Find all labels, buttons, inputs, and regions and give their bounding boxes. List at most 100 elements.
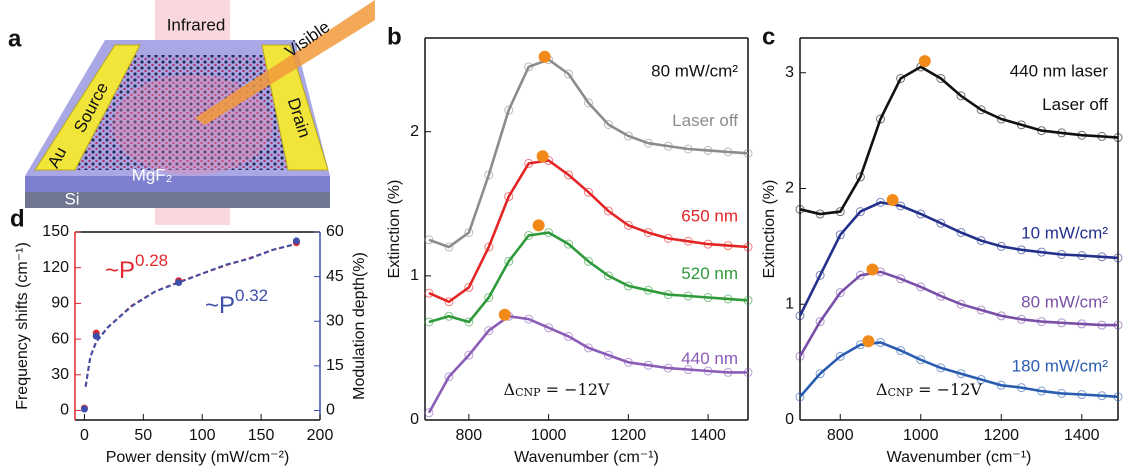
data-point [703, 366, 713, 376]
panel-label: d [10, 205, 25, 232]
data-point [464, 228, 474, 238]
data-point [643, 228, 653, 238]
data-point [703, 239, 713, 249]
y2-tick-label: 15 [326, 357, 344, 374]
data-point [444, 311, 454, 321]
data-point [703, 145, 713, 155]
fit-exponent: 0.32 [235, 286, 268, 305]
data-point [484, 170, 494, 180]
x-tick-label: 150 [248, 427, 275, 444]
data-point [583, 98, 593, 108]
y-axis-label: Extinction (%) [386, 180, 403, 279]
device-illustration: a Infrared Visible Source Au Drain MgF₂ … [8, 0, 375, 225]
x-tick-label: 0 [80, 427, 89, 444]
delta-part: = −12V [541, 380, 610, 399]
series-label: Laser off [672, 111, 738, 130]
data-point [424, 408, 434, 418]
data-point [1113, 253, 1123, 263]
y2-tick-label: 60 [326, 223, 344, 240]
panel-label: c [762, 23, 775, 50]
series-label: 180 mW/cm² [1012, 356, 1109, 375]
series-label: Laser off [1042, 95, 1108, 114]
data-point [956, 369, 966, 379]
data-point [92, 332, 100, 340]
data-point [896, 74, 906, 84]
x-tick-label: 1200 [983, 427, 1019, 444]
y-tick-label: 1 [410, 267, 419, 284]
y-tick-label: 0 [785, 411, 794, 428]
annotation: 440 nm laser [1010, 61, 1109, 80]
peak-marker [866, 263, 879, 276]
data-point [723, 147, 733, 157]
y-axis-label: Frequency shifts (cm⁻¹) [14, 242, 31, 410]
data-point [996, 114, 1006, 124]
data-point [1016, 120, 1026, 130]
data-point [976, 374, 986, 384]
y-tick-label: 0 [410, 411, 419, 428]
data-point [663, 290, 673, 300]
data-point [1077, 390, 1087, 400]
data-point [424, 235, 434, 245]
y-tick-label: 60 [51, 330, 69, 347]
data-point [603, 119, 613, 129]
series-label: 80 mW/cm² [1021, 293, 1108, 312]
fit-annotation: ~P0.32 [205, 286, 268, 319]
data-point [743, 295, 753, 305]
series-label: 650 nm [681, 207, 738, 226]
data-point [444, 242, 454, 252]
series-label: 520 nm [681, 264, 738, 283]
data-point [583, 187, 593, 197]
y-tick-label: 3 [785, 64, 794, 81]
data-point [815, 270, 825, 280]
series-line [799, 65, 1119, 216]
y2-tick-label: 0 [326, 402, 335, 419]
data-point [916, 209, 926, 219]
peak-marker [862, 335, 875, 348]
data-point [976, 105, 986, 115]
data-point [1077, 319, 1087, 329]
data-point [835, 207, 845, 217]
data-point [683, 236, 693, 246]
data-point [623, 357, 633, 367]
data-point [1097, 252, 1107, 262]
x-axis-label: Wavenumber (cm⁻¹) [514, 449, 659, 466]
x-tick-label: 50 [134, 427, 152, 444]
data-point [444, 372, 454, 382]
series-line [427, 314, 748, 414]
x-tick-label: 1400 [1064, 427, 1100, 444]
data-point [936, 74, 946, 84]
x-tick-label: 800 [456, 427, 483, 444]
data-point [484, 242, 494, 252]
data-point [484, 292, 494, 302]
data-point [484, 326, 494, 336]
annotation: 80 mW/cm² [651, 61, 738, 80]
data-point [723, 294, 733, 304]
data-point [683, 291, 693, 301]
data-point [703, 292, 713, 302]
y-tick-label: 2 [410, 123, 419, 140]
data-point [976, 305, 986, 315]
y-tick-label: 0 [60, 402, 69, 419]
panel-label: b [387, 23, 402, 50]
fit-exponent: 0.28 [135, 251, 168, 270]
y-tick-label: 2 [785, 180, 794, 197]
data-point [544, 228, 554, 238]
data-point [936, 291, 946, 301]
data-point [956, 227, 966, 237]
data-point [292, 237, 300, 245]
data-point [896, 346, 906, 356]
y-tick-label: 1 [785, 295, 794, 312]
data-point [815, 369, 825, 379]
data-point [896, 274, 906, 284]
data-point [564, 69, 574, 79]
data-point [564, 239, 574, 249]
data-point [1113, 133, 1123, 143]
data-point [996, 380, 1006, 390]
x-tick-label: 800 [827, 427, 854, 444]
data-point [80, 405, 88, 413]
data-point [504, 105, 514, 115]
series-line [799, 341, 1119, 399]
series-line [428, 231, 749, 324]
data-point [916, 355, 926, 365]
data-point [1016, 383, 1026, 393]
